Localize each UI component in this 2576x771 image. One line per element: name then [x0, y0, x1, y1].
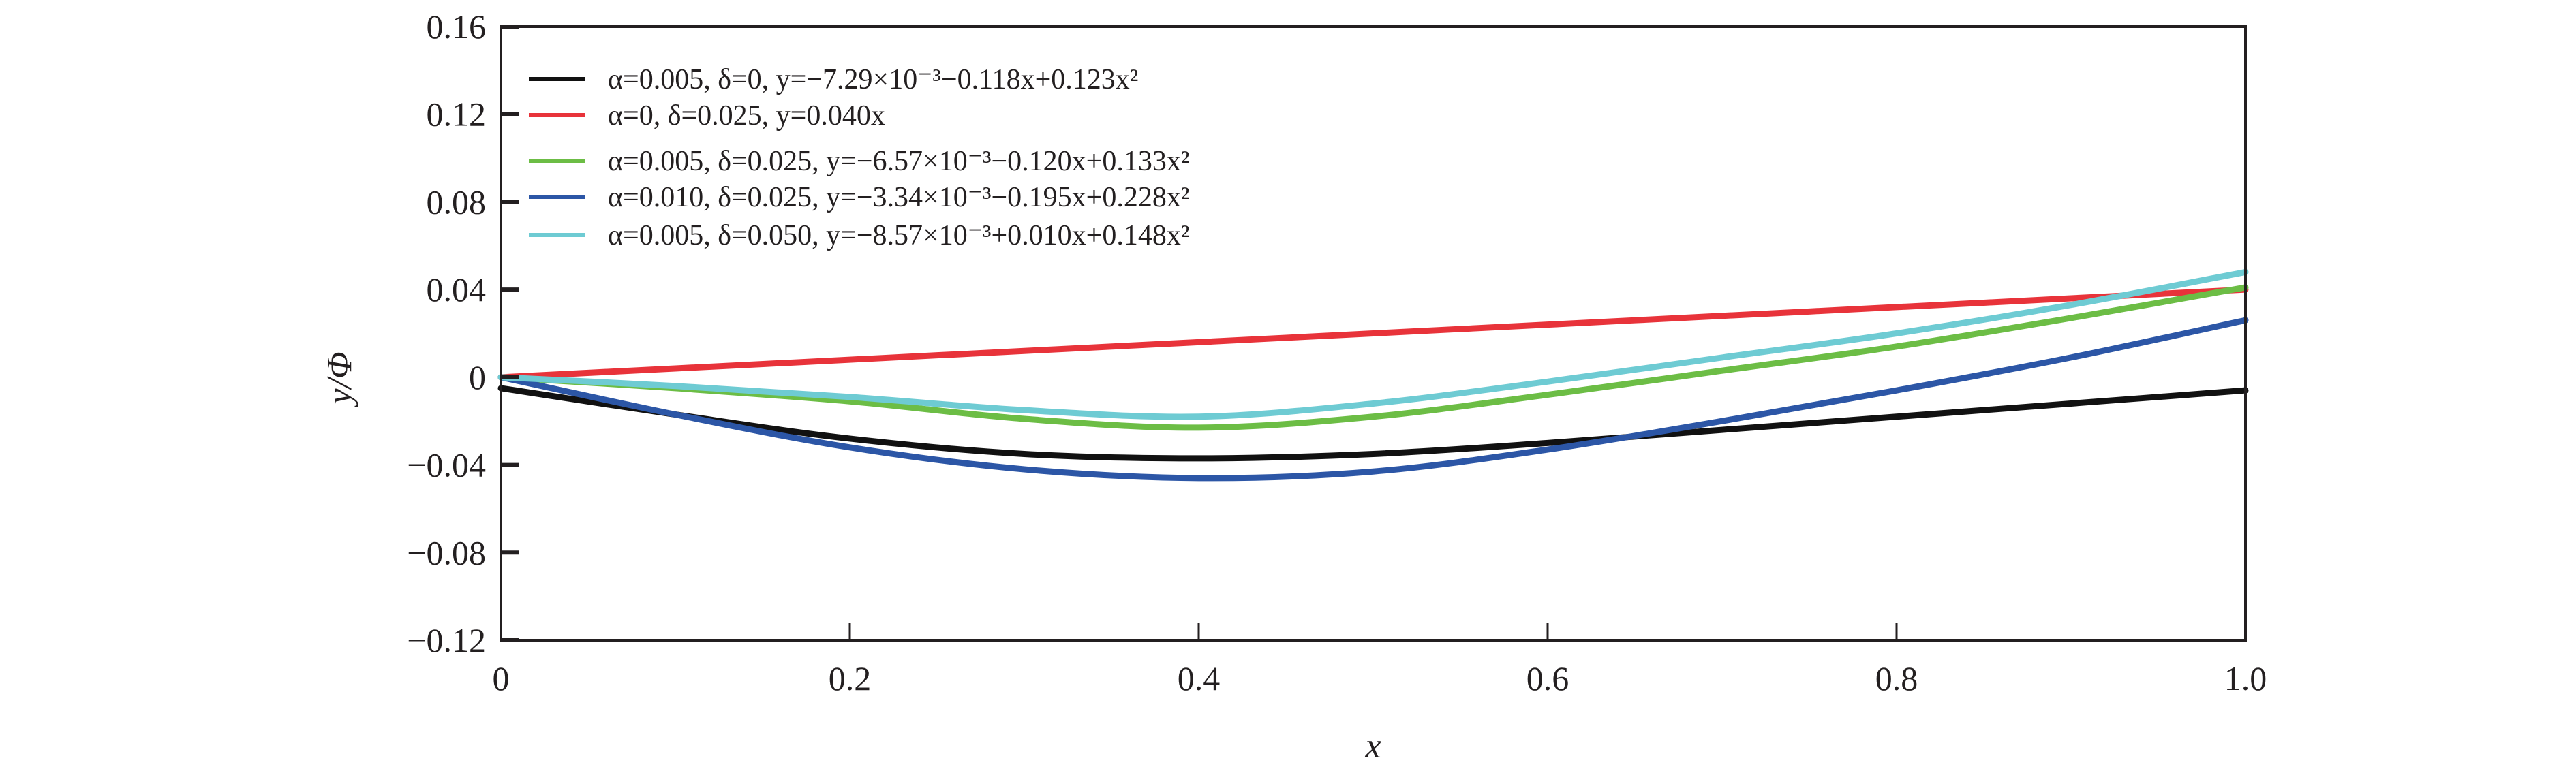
x-axis-label: x: [1364, 727, 1381, 766]
legend-label: α=0.005, δ=0.050, y=−8.57×10⁻³+0.010x+0.…: [608, 220, 1189, 251]
x-tick-label: 1.0: [2224, 659, 2267, 697]
y-axis: 0.16 0.12 0.08 0.04 0 −0.04 −0.08 −0.12: [407, 7, 519, 659]
legend-label: α=0, δ=0.025, y=0.040x: [608, 100, 885, 131]
legend-label: α=0.010, δ=0.025, y=−3.34×10⁻³−0.195x+0.…: [608, 182, 1189, 213]
y-axis-label: y/Φ: [320, 351, 359, 407]
y-tick-label: 0.16: [427, 7, 487, 46]
series-line-2: [497, 286, 2249, 381]
series-lines: [497, 268, 2249, 482]
legend-label: α=0.005, δ=0.025, y=−6.57×10⁻³−0.120x+0.…: [608, 146, 1189, 177]
y-tick-label: 0.12: [427, 95, 487, 133]
y-tick-label: 0: [469, 358, 486, 396]
series-line-4: [497, 317, 2249, 482]
y-tick-label: −0.04: [407, 446, 486, 484]
x-tick-label: 0.8: [1875, 659, 1918, 697]
legend: α=0.005, δ=0, y=−7.29×10⁻³−0.118x+0.123x…: [529, 64, 1189, 251]
legend-label: α=0.005, δ=0, y=−7.29×10⁻³−0.118x+0.123x…: [608, 64, 1138, 95]
y-tick-label: −0.12: [407, 621, 486, 659]
series-line-5: [497, 268, 2249, 420]
y-tick-label: −0.08: [407, 533, 486, 571]
x-tick-label: 0.6: [1527, 659, 1569, 697]
series-line-1: [497, 385, 2249, 462]
y-tick-label: 0.08: [427, 183, 487, 221]
x-tick-label: 0.2: [829, 659, 872, 697]
y-tick-label: 0.04: [427, 270, 487, 309]
plot-frame: [500, 25, 2247, 642]
x-axis: 0 0.2 0.4 0.6 0.8 1.0: [493, 623, 2267, 697]
x-tick-label: 0.4: [1178, 659, 1221, 697]
x-tick-label: 0: [493, 659, 510, 697]
series-line-3: [497, 284, 2249, 431]
